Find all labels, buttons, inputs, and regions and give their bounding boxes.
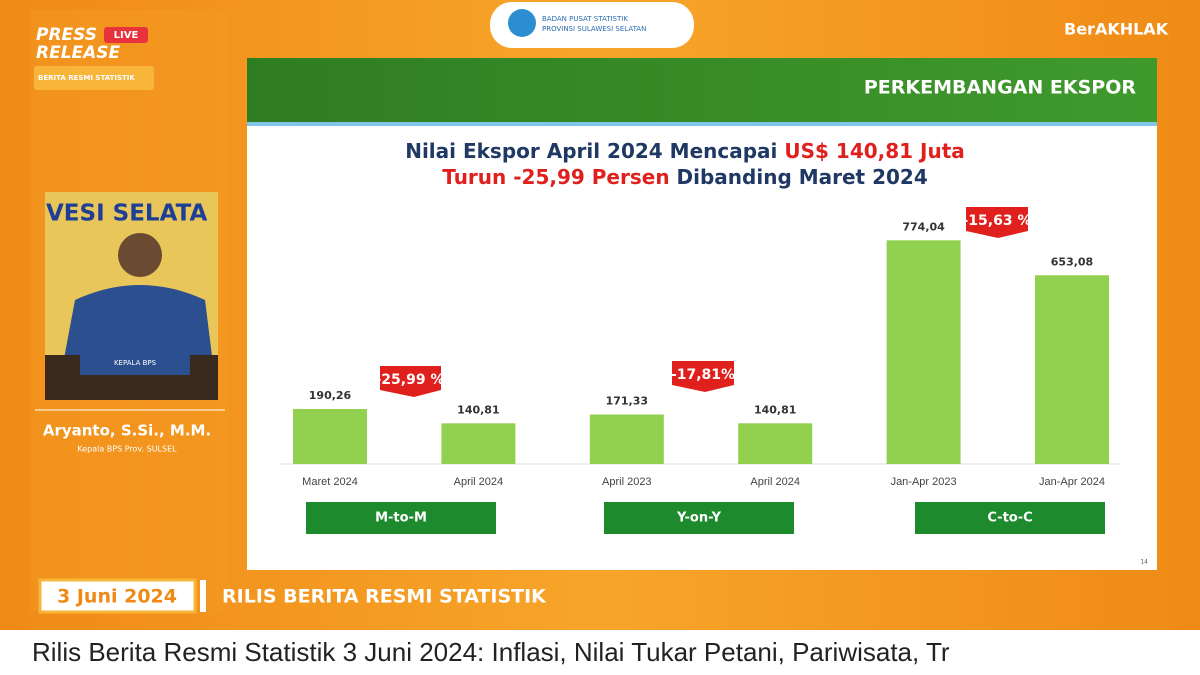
bar — [1035, 275, 1109, 464]
group-label: M-to-M — [375, 511, 427, 526]
date: 3 Juni 2024 — [57, 586, 177, 608]
bar — [589, 414, 664, 464]
bar — [886, 240, 961, 464]
annotation: -15,63 % — [963, 213, 1032, 229]
x-tick-label: April 2024 — [454, 476, 504, 488]
bar — [293, 409, 367, 464]
program: RILIS BERITA RESMI STATISTIK — [222, 586, 547, 608]
group-label: C-to-C — [987, 511, 1032, 526]
press: PRESS — [36, 25, 97, 45]
value-label: 774,04 — [902, 220, 945, 233]
group-button — [306, 502, 496, 534]
value-label: 653,08 — [1051, 255, 1093, 268]
x-tick-label: April 2023 — [602, 476, 652, 488]
live-badge — [104, 27, 148, 43]
title-part: Nilai Ekspor April 2024 Mencapai — [405, 139, 784, 163]
badge — [672, 361, 734, 392]
x-tick-label: Maret 2024 — [302, 476, 358, 488]
x-tick-label: April 2024 — [750, 476, 800, 488]
chart-subtitle: Turun -25,99 Persen Dibanding Maret 2024 — [442, 165, 928, 189]
title-part: Dibanding Maret 2024 — [670, 165, 928, 189]
logo-line2: PROVINSI SULAWESI SELATAN — [542, 25, 646, 33]
speaker-name: Aryanto, S.Si., M.M. — [43, 422, 211, 440]
slide-page: 14 — [1140, 559, 1148, 566]
bar — [738, 423, 813, 464]
group-button — [604, 502, 794, 534]
value-label: 140,81 — [457, 403, 499, 416]
ticker-strip — [0, 630, 1200, 675]
value-label: 140,81 — [754, 403, 796, 416]
x-tick-label: Jan-Apr 2023 — [891, 476, 957, 488]
slide — [247, 58, 1157, 570]
speaker-role: Kepala BPS Prov. SULSEL — [77, 445, 177, 454]
badges — [380, 207, 1028, 397]
live: LIVE — [114, 30, 139, 41]
subtitle-box — [34, 66, 154, 90]
bar — [441, 423, 516, 464]
date-box — [38, 578, 197, 614]
value-label: 171,33 — [606, 394, 648, 407]
annotation: -17,81% — [671, 367, 735, 383]
nameplate-text: KEPALA BPS — [114, 359, 157, 367]
slide-heading: PERKEMBANGAN EKSPOR — [864, 77, 1137, 99]
title-part: US$ 140,81 Juta — [784, 139, 964, 163]
badge — [966, 207, 1028, 238]
footer-bar — [200, 580, 206, 612]
x-tick-label: Jan-Apr 2024 — [1039, 476, 1105, 488]
logo-icon — [508, 9, 536, 37]
title-part: Turun -25,99 Persen — [442, 165, 669, 189]
nameplate — [80, 355, 190, 375]
release: RELEASE — [36, 43, 121, 63]
logo-line1: BADAN PUSAT STATISTIK — [542, 15, 628, 23]
backdrop-text: VESI SELATA — [46, 201, 207, 227]
group-button — [915, 502, 1105, 534]
chart-title: Nilai Ekspor April 2024 Mencapai US$ 140… — [405, 139, 965, 163]
logo-box — [490, 2, 694, 48]
ticker: Rilis Berita Resmi Statistik 3 Juni 2024… — [32, 637, 950, 667]
speaker-head — [118, 233, 162, 277]
brand: BerAKHLAK — [1064, 20, 1169, 39]
slide-rule — [247, 122, 1157, 126]
annotation: -25,99 % — [376, 372, 445, 388]
slide-header — [247, 58, 1157, 122]
subtitle: BERITA RESMI STATISTIK — [38, 74, 135, 82]
badge — [380, 366, 441, 397]
value-label: 190,26 — [309, 389, 352, 402]
group-label: Y-on-Y — [676, 511, 722, 526]
